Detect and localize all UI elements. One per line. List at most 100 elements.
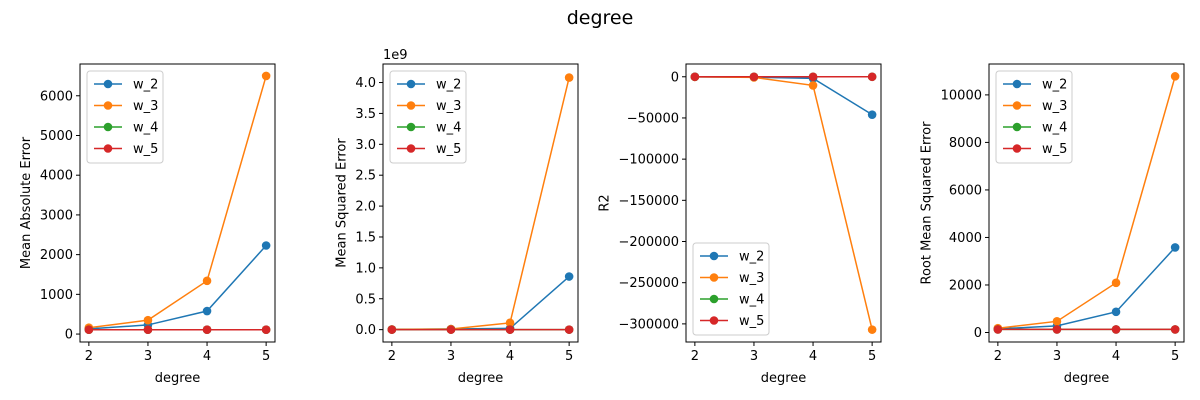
legend-marker — [709, 316, 719, 325]
axes-frame — [685, 63, 882, 343]
y-tick-label: 2000 — [949, 278, 982, 293]
series-w-5 — [993, 325, 1180, 334]
x-tick-label: 2 — [691, 349, 699, 364]
legend-label: w_5 — [1042, 142, 1067, 157]
data-point — [808, 72, 818, 82]
y-tick-label: 6000 — [40, 89, 73, 104]
legend-label: w_3 — [1042, 99, 1067, 114]
x-tick-label: 2 — [994, 349, 1002, 364]
data-point — [564, 325, 574, 334]
y-tick-label: 4000 — [949, 231, 982, 246]
x-tick-label: 4 — [203, 349, 211, 364]
legend-marker — [103, 101, 113, 110]
legend-label: w_4 — [1042, 121, 1067, 136]
series-w-5 — [84, 325, 271, 334]
data-point — [564, 272, 574, 281]
y-tick-label: −100000 — [618, 153, 679, 168]
series-line — [88, 75, 267, 329]
y-tick-label: 0 — [974, 326, 982, 341]
legend-marker — [103, 144, 113, 153]
data-point — [690, 72, 700, 82]
figure-title: degree — [567, 7, 634, 29]
legend-marker — [103, 122, 113, 132]
data-point — [84, 325, 94, 334]
y-tick-label: −50000 — [627, 111, 679, 126]
legend-label: w_3 — [739, 271, 764, 286]
axes-4: 2 3 4 5 0 2000 4000 6000 8000 10000 degree Root Mea… — [920, 63, 1185, 386]
legend-marker — [1012, 101, 1022, 110]
legend-label: w_3 — [133, 99, 158, 114]
y-tick-label: 0.5 — [355, 292, 376, 307]
data-point — [202, 306, 212, 316]
x-axis-label: degree — [458, 371, 504, 386]
data-point — [1170, 243, 1180, 252]
legend-marker — [1012, 79, 1022, 89]
y-offset-label: 1e9 — [383, 48, 408, 63]
legend-label: w_2 — [739, 250, 764, 265]
legend-label: w_5 — [133, 142, 158, 157]
x-tick-label: 3 — [1053, 349, 1061, 364]
y-axis-label: Root Mean Squared Error — [920, 121, 935, 285]
data-point — [867, 72, 877, 82]
legend-marker — [406, 101, 416, 110]
data-point — [505, 318, 515, 328]
axes-frame — [79, 63, 276, 343]
data-point — [867, 110, 877, 119]
legend-box — [86, 70, 164, 164]
legend-marker — [406, 144, 416, 153]
y-tick-label: 5000 — [40, 129, 73, 144]
data-point — [143, 325, 153, 334]
data-point — [446, 325, 456, 334]
x-axis-label: degree — [155, 371, 201, 386]
legend-marker — [709, 294, 719, 304]
data-point — [1111, 307, 1121, 317]
data-point — [261, 71, 271, 81]
y-tick-label: −200000 — [618, 235, 679, 250]
data-point — [867, 325, 877, 334]
series-line — [997, 76, 1176, 329]
series-line — [997, 246, 1176, 330]
x-tick-label: 5 — [565, 349, 573, 364]
legend-marker — [406, 122, 416, 132]
y-tick-label: 0 — [671, 70, 679, 85]
y-tick-label: −250000 — [618, 276, 679, 291]
y-tick-label: 0.0 — [355, 323, 376, 338]
legend: w_2 w_3 w_4 w_5 — [389, 70, 467, 164]
y-tick-label: 4000 — [40, 169, 73, 184]
legend-box — [692, 242, 770, 336]
y-tick-label: 4.0 — [355, 76, 376, 91]
y-tick-label: 1.0 — [355, 261, 376, 276]
x-tick-label: 3 — [750, 349, 758, 364]
legend: w_2 w_3 w_4 w_5 — [86, 70, 164, 164]
y-tick-label: 0 — [65, 328, 73, 343]
y-tick-label: 6000 — [949, 183, 982, 198]
y-axis-label: Mean Squared Error — [334, 138, 349, 268]
series-w-5 — [387, 325, 574, 334]
data-point — [202, 325, 212, 334]
y-tick-label: −300000 — [618, 317, 679, 332]
x-tick-label: 5 — [262, 349, 270, 364]
data-point — [143, 315, 153, 325]
data-point — [505, 325, 515, 334]
y-tick-label: 10000 — [941, 88, 982, 103]
series-line — [88, 244, 267, 330]
legend-box — [995, 70, 1073, 164]
data-point — [749, 72, 759, 82]
y-tick-label: 2000 — [40, 248, 73, 263]
data-point — [261, 325, 271, 334]
legend-label: w_2 — [1042, 78, 1067, 93]
data-point — [1111, 325, 1121, 334]
legend-marker — [1012, 144, 1022, 153]
y-tick-label: 8000 — [949, 136, 982, 151]
axes-frame — [988, 63, 1185, 343]
axes-1: 2 3 4 5 0 1000 2000 3000 4000 5000 6000 degree Mean … — [19, 63, 276, 386]
data-point — [387, 325, 397, 334]
legend-label: w_5 — [436, 142, 461, 157]
x-tick-label: 3 — [447, 349, 455, 364]
y-axis-label: Mean Absolute Error — [19, 136, 34, 269]
data-point — [808, 81, 818, 90]
legend-label: w_2 — [133, 78, 158, 93]
x-tick-label: 2 — [388, 349, 396, 364]
